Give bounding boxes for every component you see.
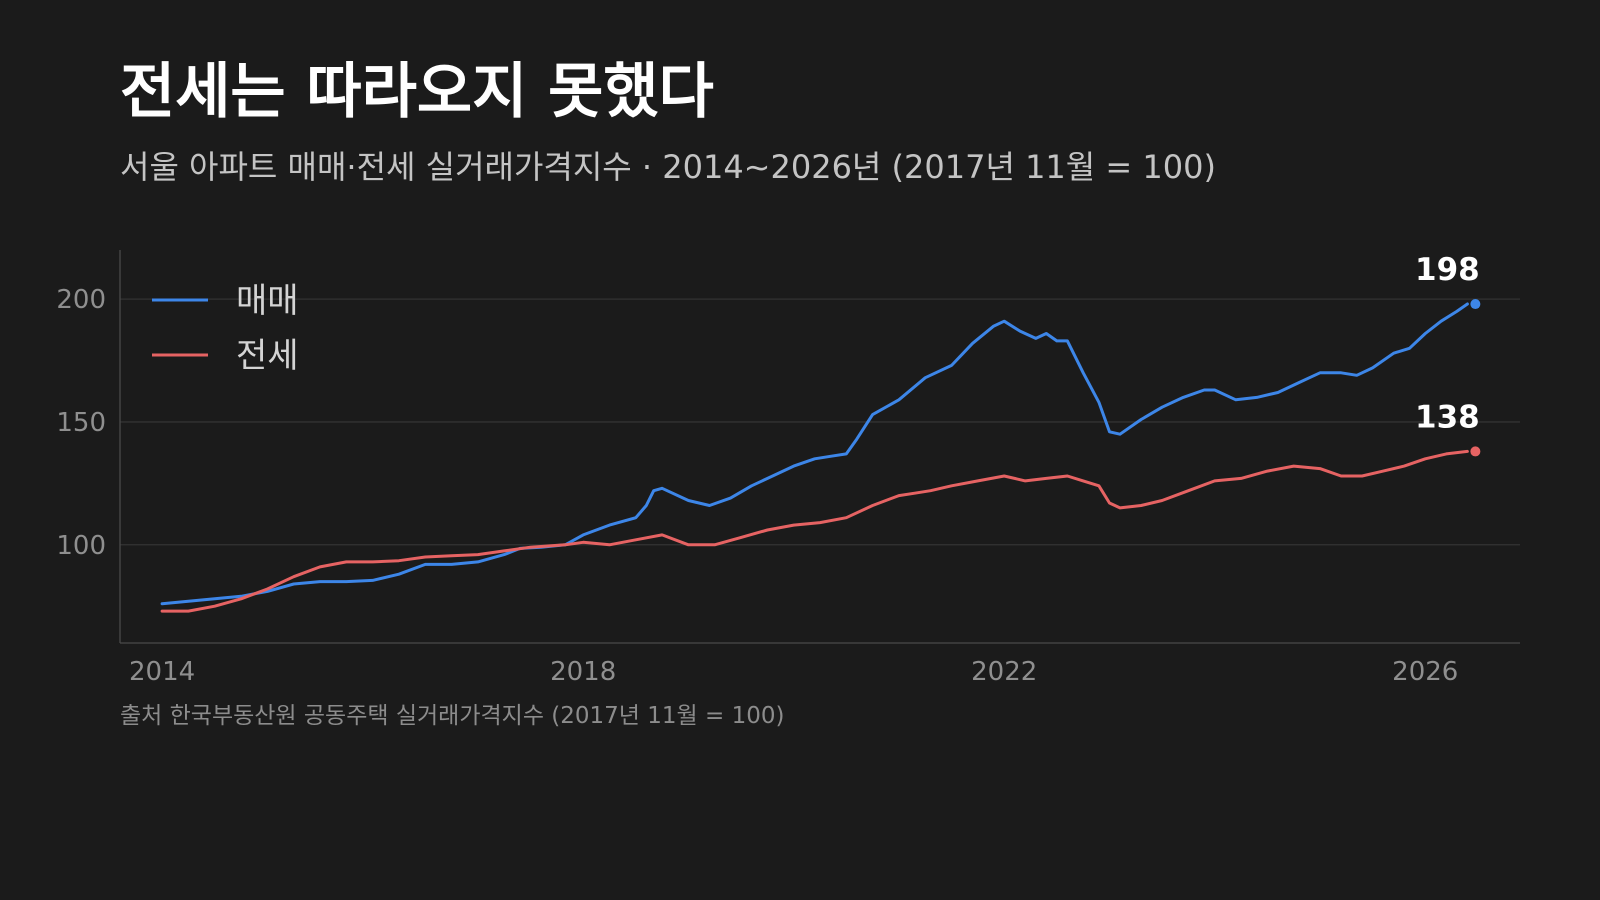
series-line-0 (160, 302, 1469, 606)
axes (119, 250, 1520, 644)
x-tick-label: 2026 (1392, 657, 1458, 687)
x-tick-label: 2014 (129, 657, 195, 687)
x-tick-label: 2018 (550, 657, 616, 687)
y-axis-ticks: 100 150 200 (56, 285, 106, 561)
source-note: 출처 한국부동산원 공동주택 실거래가격지수 (2017년 11월 = 100) (120, 703, 785, 729)
series-end-dot-1 (1470, 446, 1481, 457)
chart-title: 전세는 따라오지 못했다 (120, 57, 714, 127)
series-end-label-0: 198 (1415, 252, 1480, 288)
legend-label-1: 전세 (236, 336, 299, 376)
gridlines (120, 298, 1520, 546)
series-end-markers: 198 138 (1415, 252, 1481, 457)
y-tick-label: 150 (56, 408, 106, 438)
legend-label-0: 매매 (236, 281, 299, 321)
series-lines (160, 302, 1469, 613)
y-tick-label: 200 (56, 285, 106, 315)
y-tick-label: 100 (56, 531, 106, 561)
series-line-1 (160, 449, 1469, 613)
chart-subtitle: 서울 아파트 매매·전세 실거래가격지수 · 2014~2026년 (2017년… (120, 148, 1216, 186)
series-end-label-1: 138 (1415, 399, 1480, 435)
x-tick-label: 2022 (971, 657, 1037, 687)
series-end-dot-0 (1470, 299, 1481, 310)
x-axis-ticks: 2014 2018 2022 2026 (129, 657, 1458, 687)
